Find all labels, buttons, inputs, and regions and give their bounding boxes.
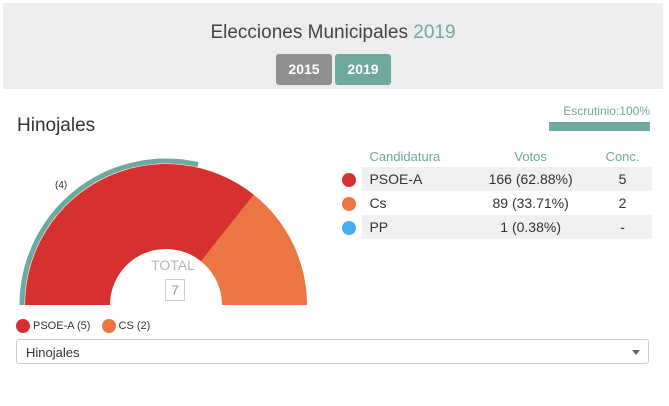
party-seats: - — [593, 215, 652, 239]
legend-color-dot — [16, 319, 30, 333]
header-votos: Votos — [514, 148, 547, 164]
party-color-dot — [342, 173, 357, 188]
scrutiny-progress-bar — [549, 122, 650, 131]
party-name: PSOE-A — [362, 167, 469, 191]
party-color-cell — [336, 215, 363, 239]
legend-label: PSOE-A (5) — [33, 320, 91, 332]
caret-down-icon — [632, 350, 640, 355]
legend-label: CS (2) — [118, 320, 151, 332]
scrutiny-progress-fill — [549, 122, 650, 131]
table-row: PP 1 (0.38%) - — [336, 215, 652, 239]
seat-segment-psoe-a — [25, 164, 254, 305]
results-table: Candidatura Votos Conc. PSOE-A 166 (62.8… — [336, 145, 652, 239]
table-row: PSOE-A 166 (62.88%) 5 — [336, 167, 652, 191]
legend-color-dot — [101, 319, 116, 333]
seats-hemicycle: (4) — [19, 158, 307, 306]
municipality-title: Hinojales — [17, 115, 96, 136]
table-header-row: Candidatura Votos Conc. — [336, 145, 652, 167]
header-candidatura: Candidatura — [369, 148, 441, 164]
header-conc: Conc. — [605, 148, 640, 164]
header-dot — [336, 145, 362, 167]
party-seats: 5 — [593, 167, 652, 191]
legend-item: PSOE-A (5) — [16, 319, 90, 333]
scrutiny-label: Escrutinio:100% — [563, 104, 650, 118]
total-value: 7 — [165, 279, 185, 301]
party-seats: 2 — [593, 191, 652, 215]
title-prefix: Elecciones Municipales — [210, 22, 408, 43]
legend-item: CS (2) — [101, 319, 151, 333]
party-votes: 166 (62.88%) — [468, 167, 594, 191]
majority-arc — [19, 158, 199, 306]
year-2015-button[interactable]: 2015 — [276, 54, 332, 85]
party-color-dot — [342, 221, 357, 236]
municipality-select[interactable]: Hinojales — [16, 339, 649, 364]
page-title: Elecciones Municipales 2019 — [3, 22, 663, 44]
party-name: PP — [362, 215, 469, 239]
title-year: 2019 — [413, 22, 456, 43]
party-color-cell — [336, 191, 363, 215]
chart-legend: PSOE-A (5) CS (2) — [16, 319, 158, 333]
party-name: Cs — [362, 191, 469, 215]
municipality-select-value: Hinojales — [26, 345, 80, 360]
seats-chart: (4) — [0, 140, 340, 310]
party-color-dot — [342, 197, 357, 212]
party-votes: 89 (33.71%) — [468, 191, 594, 215]
party-color-cell — [336, 167, 363, 191]
majority-label: (4) — [55, 180, 67, 191]
table-row: Cs 89 (33.71%) 2 — [336, 191, 652, 215]
seat-segment-cs — [200, 194, 307, 305]
year-2019-button[interactable]: 2019 — [335, 54, 391, 85]
total-label: TOTAL — [151, 257, 195, 273]
party-votes: 1 (0.38%) — [468, 215, 594, 239]
header-panel: Elecciones Municipales 2019 2015 2019 — [3, 3, 663, 89]
